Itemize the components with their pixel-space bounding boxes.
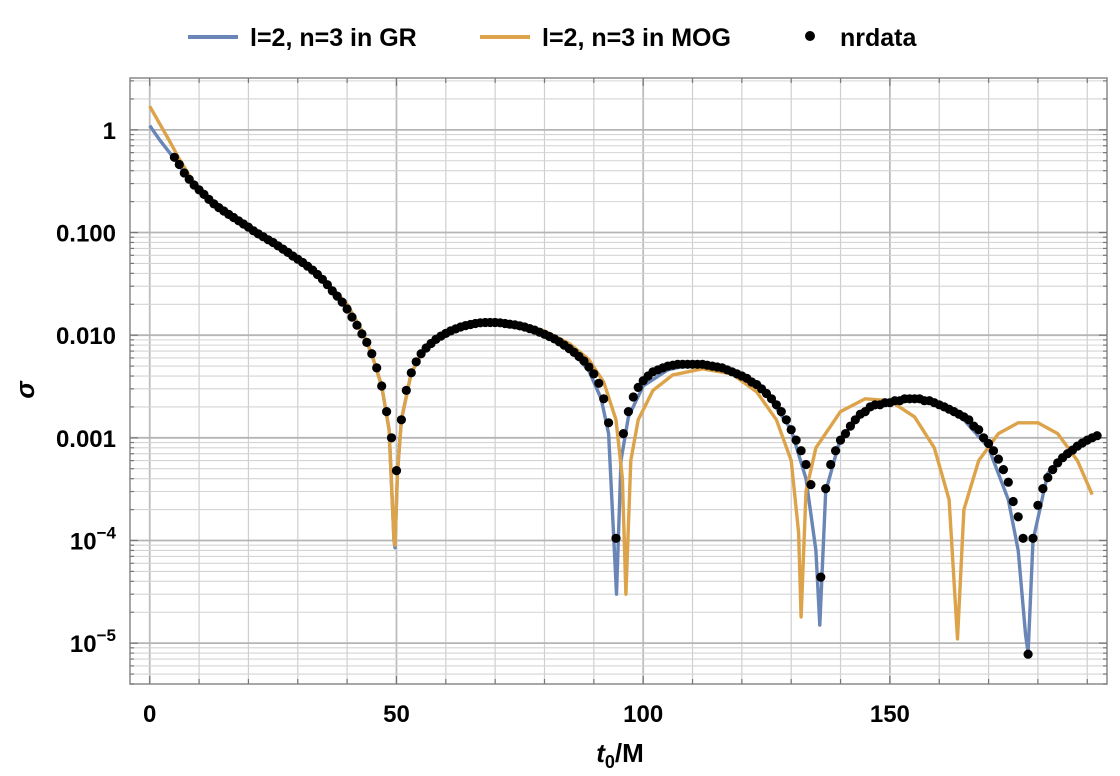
y-tick-label-exponent: −4 [97, 523, 117, 542]
nrdata-point [589, 369, 599, 379]
nrdata-point [1018, 533, 1028, 543]
y-axis-label: σ [10, 380, 40, 399]
nrdata-point [174, 159, 184, 170]
nrdata-point [835, 435, 846, 445]
nrdata-point [604, 418, 614, 428]
nrdata-point [406, 368, 416, 378]
nrdata-point [584, 362, 594, 372]
nrdata-point [821, 484, 831, 494]
nrdata-point [796, 446, 806, 456]
nrdata-point [998, 465, 1009, 475]
plot-frame [129, 77, 1108, 685]
nrdata-point [791, 435, 801, 445]
y-tick-label: 0.001 [56, 426, 116, 453]
y-tick-label: 0.010 [56, 323, 116, 350]
nrdata-point [974, 425, 984, 435]
series-line-mog [148, 105, 1094, 641]
legend: l=2, n=3 in GR l=2, n=3 in MOG nrdata [188, 24, 918, 52]
nrdata-point [623, 407, 634, 417]
x-axis-label-subscript: 0 [605, 752, 615, 772]
nrdata-point [826, 459, 836, 470]
x-tick-label: 0 [143, 701, 156, 728]
nrdata-point [179, 168, 189, 178]
x-axis-label: t0/M [596, 738, 644, 772]
nrdata-point [618, 429, 629, 439]
nrdata-point [342, 304, 352, 314]
nrdata-point [322, 280, 332, 290]
nrdata-point [1033, 500, 1043, 510]
nrdata-point [771, 400, 782, 410]
nrdata-point [786, 425, 796, 435]
nrdata-point [611, 533, 621, 543]
y-tick-label-exponent: −5 [97, 626, 116, 645]
nrdata-point [372, 363, 382, 373]
nrdata-point [1008, 496, 1018, 507]
nrdata-point [845, 421, 856, 431]
nrdata-point [781, 415, 791, 425]
y-tick-label: 0.100 [56, 221, 116, 248]
series-group [148, 105, 1102, 659]
nrdata-point [1048, 465, 1058, 475]
nrdata-point [337, 297, 347, 307]
nrdata-point [382, 407, 392, 417]
nrdata-point [1038, 484, 1048, 494]
nrdata-point [169, 152, 179, 162]
y-tick-label: 10−4 [70, 523, 117, 555]
x-axis-label-unit: /M [615, 738, 644, 768]
nrdata-point [633, 382, 643, 392]
nrdata-point [776, 407, 786, 417]
nrdata-point [391, 466, 402, 476]
nrdata-point [411, 357, 421, 367]
legend-label-mog: l=2, n=3 in MOG [542, 24, 731, 52]
nrdata-point [357, 329, 367, 339]
nrdata-point [1003, 477, 1013, 487]
nrdata-point [599, 394, 609, 404]
nrdata-point [367, 349, 377, 359]
nrdata-point [988, 446, 999, 456]
nrdata-point [964, 415, 974, 425]
nrdata-point [401, 385, 411, 395]
nrdata-point [628, 392, 638, 402]
nrdata-point [840, 429, 851, 439]
nrdata-point [801, 459, 811, 470]
x-axis-label-symbol: t [596, 738, 606, 768]
y-tick-label: 1 [103, 118, 116, 145]
nrdata-point [396, 415, 406, 425]
nrdata-point [1092, 431, 1102, 441]
legend-label-gr: l=2, n=3 in GR [250, 24, 417, 52]
nrdata-point [1023, 649, 1033, 659]
nrdata-point [816, 572, 826, 582]
x-tick-label: 150 [870, 701, 910, 728]
nrdata-point [594, 378, 604, 388]
y-tick-label: 10−5 [70, 626, 116, 658]
nrdata-point [1043, 473, 1053, 483]
legend-label-nrdata: nrdata [840, 24, 918, 52]
nrdata-point [1028, 533, 1038, 543]
nrdata-point [806, 480, 816, 490]
nrdata-point [347, 312, 357, 322]
nrdata-point [362, 337, 372, 347]
nrdata-point [831, 446, 841, 456]
nrdata-point [377, 381, 387, 391]
nrdata-point [984, 438, 994, 449]
x-tick-label: 100 [623, 701, 663, 728]
nrdata-point [1013, 512, 1023, 522]
nrdata-point [386, 433, 397, 443]
tick-labels: 0 50 100 150 1 0.100 0.010 0.001 10−4 10−5 [56, 118, 910, 728]
axis-ticks [130, 78, 1107, 685]
nrdata-point [352, 320, 362, 330]
x-tick-label: 50 [383, 701, 410, 728]
nrdata-point [993, 454, 1004, 464]
legend-marker-nrdata [805, 31, 815, 41]
